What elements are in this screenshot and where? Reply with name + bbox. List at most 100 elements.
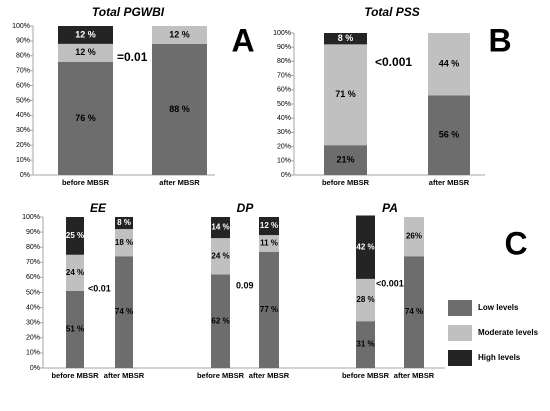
panel-b-p-value: <0.001	[375, 55, 412, 69]
panel-a-y-tick-label: 20%	[16, 142, 30, 149]
panel-c-pa-data-label: 26%	[406, 232, 422, 241]
panel-a-title: Total PGWBI	[92, 5, 165, 19]
panel-c-ee-category-label: before MBSR	[51, 371, 99, 380]
panel-c-ee-bar-moderate	[66, 254, 84, 291]
legend-swatch-moderate	[448, 325, 472, 341]
panel-a-data-label: 12 %	[75, 29, 96, 39]
legend-swatch-low	[448, 300, 472, 316]
panel-c-dp-category-label: before MBSR	[197, 371, 245, 380]
panel-c-dp-bar-high	[259, 217, 279, 236]
panel-b-data-label: 21%	[336, 154, 354, 164]
panel-c-pa-category-label: before MBSR	[342, 371, 390, 380]
panel-b-y-tick-label: 20%	[277, 143, 291, 150]
panel-c-dp-data-label: 62 %	[211, 316, 229, 325]
panel-b-category-label: before MBSR	[322, 178, 370, 187]
panel-b-bar-moderate	[324, 44, 367, 146]
panel-c-dp-data-label: 12 %	[260, 221, 278, 230]
panel-a-data-label: 88 %	[169, 104, 190, 114]
panel-a-category-label: before MBSR	[62, 178, 110, 187]
panel-c-ee-data-label: 74 %	[115, 307, 133, 316]
panel-b-y-tick-label: 10%	[277, 158, 291, 165]
panel-a-p-value: =0.01	[117, 50, 148, 64]
panel-c-pa-data-label: 31 %	[356, 340, 374, 349]
panel-c-pa-bar-high	[356, 215, 375, 279]
panel-c-y-tick-label: 20%	[26, 335, 40, 342]
panel-c-ee-bar-low	[115, 256, 133, 368]
panel-c-dp-bar-high	[211, 217, 230, 239]
panel-c-pa-bar-moderate	[404, 217, 424, 257]
panel-c-dp-title: DP	[237, 201, 255, 215]
panel-a-y-tick-label: 10%	[16, 157, 30, 164]
panel-c-pa-bar-low	[356, 321, 375, 368]
panel-c-y-tick-label: 60%	[26, 274, 40, 281]
panel-c-pa-data-label: 42 %	[356, 242, 374, 251]
panel-b-data-label: 44 %	[439, 59, 460, 69]
panel-c-pa-data-label: 74 %	[405, 307, 423, 316]
panel-a-data-label: 12 %	[169, 29, 190, 39]
panel-c-y-tick-label: 90%	[26, 229, 40, 236]
legend-label-high: High levels	[478, 353, 521, 362]
panel-b-y-tick-label: 60%	[277, 87, 291, 94]
panel-c-ee-p-value: <0.01	[88, 283, 111, 293]
panel-a-bar-low	[58, 61, 113, 176]
panel-b-bar-moderate	[428, 33, 470, 96]
panel-c-y-tick-label: 30%	[26, 320, 40, 327]
panel-a-y-tick-label: 60%	[16, 82, 30, 89]
panel-c-dp-p-value: 0.09	[236, 280, 254, 290]
panel-a-y-tick-label: 0%	[20, 172, 30, 179]
panel-a-data-label: 76 %	[75, 113, 96, 123]
panel-b-title: Total PSS	[364, 5, 420, 19]
panel-c-pa-title: PA	[382, 201, 398, 215]
panel-c-pa-bar-moderate	[356, 278, 375, 322]
panel-c-dp-data-label: 77 %	[260, 305, 278, 314]
panel-c-dp-bar-low	[211, 274, 230, 368]
panel-c-dp-data-label: 11 %	[260, 239, 278, 248]
panel-c-ee-data-label: 51 %	[66, 325, 84, 334]
panel-b-y-tick-label: 80%	[277, 58, 291, 65]
panel-a-y-tick-label: 90%	[16, 38, 30, 45]
legend-label-moderate: Moderate levels	[478, 328, 539, 337]
panel-b-y-tick-label: 90%	[277, 44, 291, 51]
panel-b-data-label: 56 %	[439, 130, 460, 140]
panel-c-y-tick-label: 0%	[30, 365, 40, 372]
panel-b-category-label: after MBSR	[429, 178, 470, 187]
panel-c-ee-bar-moderate	[115, 229, 133, 257]
panel-b-bar-low	[428, 95, 470, 175]
panel-c-dp-bar-moderate	[211, 238, 230, 275]
panel-c-y-tick-label: 70%	[26, 259, 40, 266]
panel-b-letter: B	[488, 22, 511, 58]
panel-c-y-tick-label: 40%	[26, 304, 40, 311]
panel-c-ee-title: EE	[90, 201, 107, 215]
panel-c-letter: C	[504, 225, 527, 261]
panel-a-y-tick-label: 80%	[16, 53, 30, 60]
panel-c-y-tick-label: 50%	[26, 289, 40, 296]
panel-c-ee-bar-high	[66, 217, 84, 255]
panel-a-y-tick-label: 40%	[16, 112, 30, 119]
panel-a-category-label: after MBSR	[159, 178, 200, 187]
panel-c-pa-data-label: 28 %	[356, 295, 374, 304]
legend-swatch-high	[448, 350, 472, 366]
panel-b-y-tick-label: 50%	[277, 101, 291, 108]
panel-a-bar-high	[58, 26, 113, 44]
panel-b-data-label: 8 %	[338, 33, 354, 43]
panel-c-dp-bar-moderate	[259, 235, 279, 252]
panel-a-y-tick-label: 30%	[16, 127, 30, 134]
panel-c-pa-category-label: after MBSR	[394, 371, 435, 380]
panel-b-y-tick-label: 0%	[281, 172, 291, 179]
panel-b-y-tick-label: 40%	[277, 115, 291, 122]
panel-a-y-tick-label: 70%	[16, 68, 30, 75]
panel-b-y-tick-label: 70%	[277, 72, 291, 79]
panel-a-letter: A	[231, 22, 254, 58]
panel-c-dp-category-label: after MBSR	[249, 371, 290, 380]
panel-c-ee-data-label: 8 %	[117, 218, 131, 227]
panel-c-dp-data-label: 14 %	[211, 223, 229, 232]
panel-b-bar-low	[324, 145, 367, 175]
panel-a-y-tick-label: 50%	[16, 97, 30, 104]
panel-a-y-tick-label: 100%	[12, 23, 30, 30]
panel-c-pa-p-value: <0.001	[376, 278, 404, 288]
panel-c-ee-data-label: 24 %	[66, 268, 84, 277]
panel-c-y-tick-label: 100%	[22, 214, 40, 221]
panel-b-bar-high	[324, 33, 367, 45]
panel-c-ee-bar-high	[115, 217, 133, 230]
